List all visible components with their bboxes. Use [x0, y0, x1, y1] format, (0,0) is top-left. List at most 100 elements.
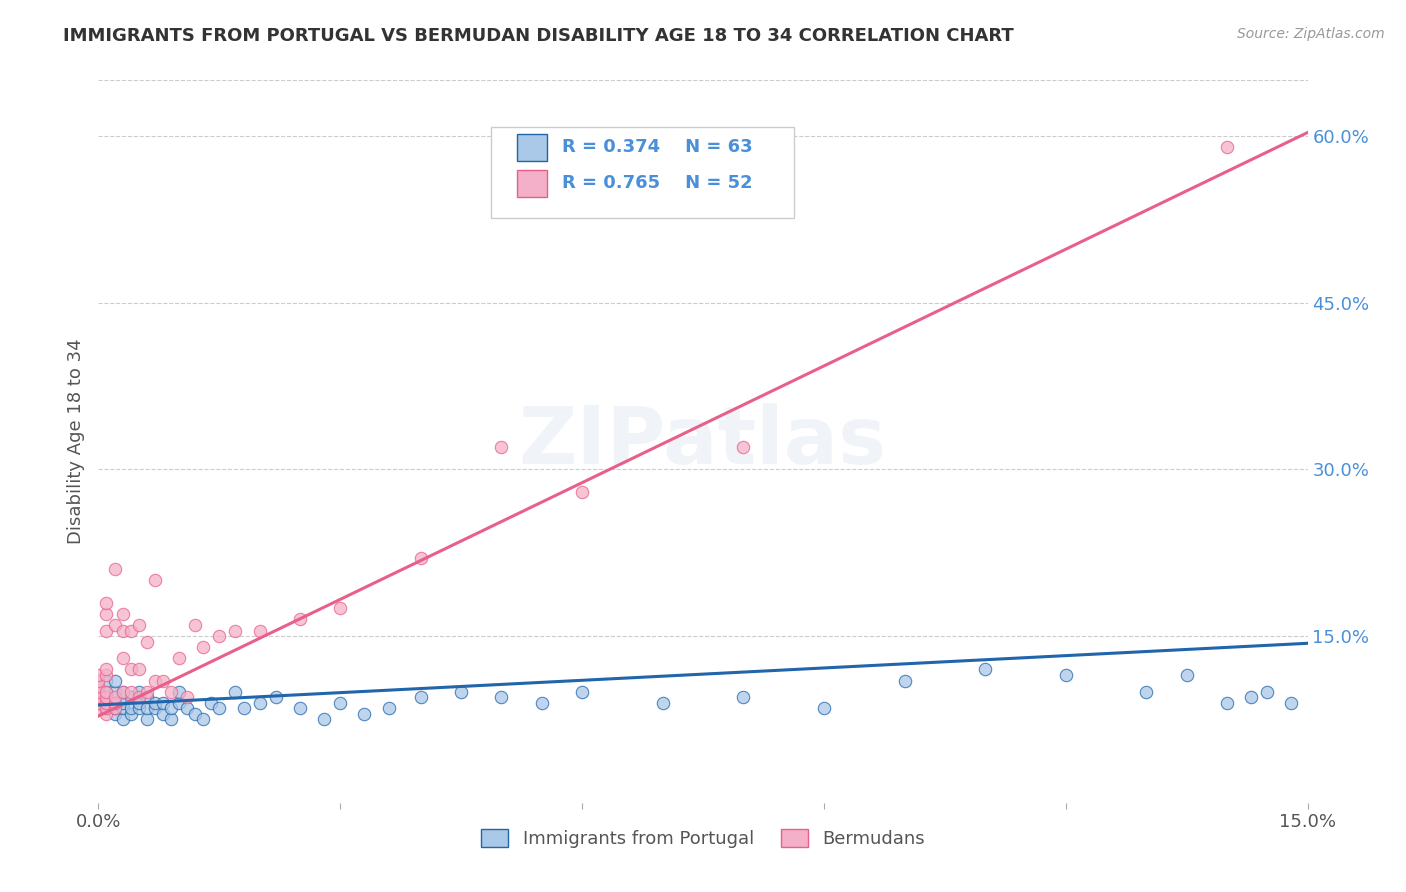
- Point: [193, 713, 215, 727]
- Point: [96, 684, 118, 698]
- Point: [128, 662, 150, 676]
- Legend: Immigrants from Portugal, Bermudans: Immigrants from Portugal, Bermudans: [474, 822, 932, 855]
- Point: [1256, 684, 1278, 698]
- Point: [111, 684, 134, 698]
- Point: [103, 684, 125, 698]
- Point: [224, 684, 246, 698]
- Point: [491, 690, 513, 705]
- Point: [530, 696, 553, 710]
- Point: [96, 662, 118, 676]
- Point: [152, 673, 174, 688]
- Point: [143, 673, 166, 688]
- Point: [87, 684, 110, 698]
- Point: [96, 706, 118, 721]
- Point: [87, 696, 110, 710]
- Point: [103, 673, 125, 688]
- Point: [120, 701, 142, 715]
- Point: [87, 690, 110, 705]
- Point: [152, 696, 174, 710]
- Point: [200, 696, 222, 710]
- Point: [96, 668, 118, 682]
- Point: [103, 696, 125, 710]
- Point: [128, 618, 150, 632]
- Point: [160, 713, 183, 727]
- Point: [135, 701, 157, 715]
- Point: [103, 618, 125, 632]
- Point: [87, 673, 110, 688]
- Point: [208, 629, 231, 643]
- Point: [96, 596, 118, 610]
- Point: [87, 701, 110, 715]
- Text: IMMIGRANTS FROM PORTUGAL VS BERMUDAN DISABILITY AGE 18 TO 34 CORRELATION CHART: IMMIGRANTS FROM PORTUGAL VS BERMUDAN DIS…: [63, 27, 1014, 45]
- FancyBboxPatch shape: [517, 169, 547, 197]
- Point: [288, 612, 311, 626]
- Text: R = 0.765    N = 52: R = 0.765 N = 52: [561, 174, 752, 192]
- Point: [329, 696, 352, 710]
- Point: [128, 690, 150, 705]
- Point: [143, 574, 166, 588]
- Point: [111, 607, 134, 621]
- Point: [143, 696, 166, 710]
- Point: [184, 618, 207, 632]
- Point: [893, 673, 915, 688]
- Point: [135, 690, 157, 705]
- Point: [232, 701, 254, 715]
- Point: [353, 706, 375, 721]
- Point: [103, 701, 125, 715]
- Point: [152, 706, 174, 721]
- Point: [1216, 696, 1239, 710]
- Point: [450, 684, 472, 698]
- Point: [111, 624, 134, 638]
- Point: [96, 607, 118, 621]
- Point: [128, 684, 150, 698]
- Point: [193, 640, 215, 655]
- FancyBboxPatch shape: [492, 128, 793, 218]
- Y-axis label: Disability Age 18 to 34: Disability Age 18 to 34: [66, 339, 84, 544]
- Point: [128, 701, 150, 715]
- Point: [288, 701, 311, 715]
- Point: [111, 713, 134, 727]
- Point: [128, 696, 150, 710]
- Point: [167, 684, 190, 698]
- Point: [103, 562, 125, 576]
- Text: ZIPatlas: ZIPatlas: [519, 402, 887, 481]
- Point: [111, 696, 134, 710]
- Point: [96, 696, 118, 710]
- Point: [409, 690, 432, 705]
- Point: [249, 624, 271, 638]
- Point: [111, 684, 134, 698]
- Point: [264, 690, 287, 705]
- Point: [409, 551, 432, 566]
- Point: [111, 701, 134, 715]
- Point: [1281, 696, 1303, 710]
- Point: [120, 684, 142, 698]
- Point: [120, 706, 142, 721]
- Point: [176, 690, 198, 705]
- Point: [651, 696, 673, 710]
- Text: R = 0.374    N = 63: R = 0.374 N = 63: [561, 137, 752, 156]
- Point: [329, 601, 352, 615]
- Point: [314, 713, 336, 727]
- Point: [813, 701, 835, 715]
- Point: [208, 701, 231, 715]
- Point: [733, 690, 755, 705]
- Point: [87, 684, 110, 698]
- Point: [87, 668, 110, 682]
- Point: [135, 634, 157, 648]
- Point: [176, 701, 198, 715]
- Point: [1216, 140, 1239, 154]
- Point: [103, 706, 125, 721]
- Point: [103, 701, 125, 715]
- Point: [96, 673, 118, 688]
- Point: [143, 701, 166, 715]
- Point: [96, 690, 118, 705]
- Point: [733, 440, 755, 454]
- Point: [87, 679, 110, 693]
- Point: [974, 662, 997, 676]
- Point: [160, 701, 183, 715]
- Point: [571, 684, 593, 698]
- Point: [103, 690, 125, 705]
- FancyBboxPatch shape: [517, 134, 547, 161]
- Point: [160, 684, 183, 698]
- Point: [491, 440, 513, 454]
